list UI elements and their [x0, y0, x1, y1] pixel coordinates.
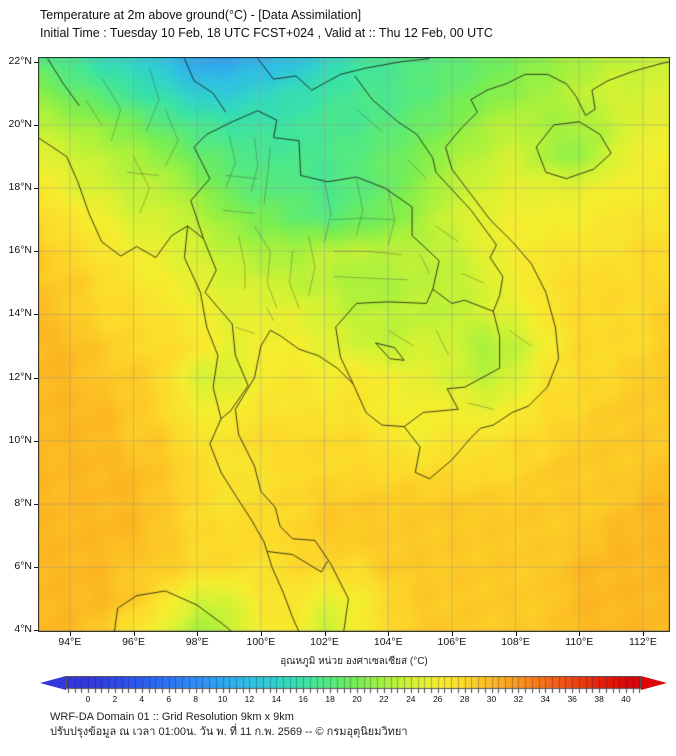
lat-tick-mark — [34, 188, 38, 190]
colorbar-tick-label: 10 — [217, 694, 228, 704]
lat-tick-mark — [34, 377, 38, 379]
lat-tick-mark — [34, 314, 38, 316]
lat-tick-mark — [34, 440, 38, 442]
colorbar-tick-label: 2 — [112, 694, 118, 704]
lat-tick-label: 10°N — [8, 433, 32, 446]
colorbar-tick-label: 22 — [379, 694, 389, 704]
lat-tick-label: 22°N — [8, 54, 32, 67]
colorbar-title: อุณหภูมิ หน่วย องศาเซลเซียส (°C) — [280, 656, 428, 667]
colorbar-max-arrow — [641, 676, 667, 690]
lat-tick-label: 20°N — [8, 117, 32, 130]
map-title: Temperature at 2m above ground(°C) - [Da… — [40, 8, 362, 22]
lon-tick-mark — [642, 632, 644, 636]
lat-tick-label: 4°N — [14, 623, 32, 636]
lat-tick-mark — [34, 567, 38, 569]
lat-tick-mark — [34, 630, 38, 632]
colorbar-tick-label: 24 — [406, 694, 416, 704]
colorbar-min-arrow — [40, 676, 66, 690]
lon-tick-label: 102°E — [310, 636, 339, 648]
lon-tick-mark — [260, 632, 262, 636]
lat-tick-mark — [34, 124, 38, 126]
colorbar-tick-label: 20 — [352, 694, 362, 704]
title-block: Temperature at 2m above ground(°C) - [Da… — [40, 6, 493, 42]
colorbar-tick-label: 16 — [298, 694, 308, 704]
colorbar — [38, 676, 670, 696]
colorbar-tick-label: 38 — [594, 694, 604, 704]
lon-tick-mark — [451, 632, 453, 636]
lon-tick-label: 106°E — [437, 636, 467, 648]
lat-tick-label: 12°N — [8, 370, 32, 383]
colorbar-tick-labels: 0 2 4 6 8 10 12 14 16 18 20 22 24 26 28 30 32 34 36 38 40 — [38, 694, 670, 706]
colorbar-tick-label: 6 — [166, 694, 172, 704]
lat-tick-label: 18°N — [8, 181, 32, 194]
colorbar-gradient-canvas — [66, 676, 641, 694]
footer-domain-info: WRF-DA Domain 01 :: Grid Resolution 9km … — [50, 711, 294, 723]
colorbar-tick-label: 26 — [432, 694, 443, 704]
colorbar-tick-label: 32 — [513, 694, 524, 704]
colorbar-tick-label: 40 — [621, 694, 631, 704]
colorbar-tick-label: 12 — [244, 694, 255, 704]
lon-tick-label: 112°E — [628, 636, 657, 648]
lon-tick-label: 110°E — [565, 636, 594, 648]
lat-tick-mark — [34, 504, 38, 506]
lon-tick-label: 96°E — [122, 636, 145, 648]
colorbar-tick-label: 30 — [486, 694, 497, 704]
colorbar-tick-label: 0 — [85, 694, 91, 704]
lon-tick-mark — [197, 632, 199, 636]
colorbar-tick-label: 14 — [271, 694, 282, 704]
colorbar-tick-label: 8 — [193, 694, 198, 704]
lon-tick-mark — [324, 632, 326, 636]
colorbar-tick-label: 18 — [325, 694, 335, 704]
lon-tick-label: 100°E — [246, 636, 276, 648]
lon-tick-label: 104°E — [373, 636, 403, 648]
lon-tick-label: 98°E — [185, 636, 209, 648]
lon-tick-mark — [388, 632, 390, 636]
footer-update-info: ปรับปรุงข้อมูล ณ เวลา 01:00น. วัน พ. ที่… — [50, 726, 408, 738]
lon-tick-mark — [69, 632, 71, 636]
lon-tick-label: 94°E — [58, 636, 82, 648]
colorbar-tick-label: 34 — [540, 694, 551, 704]
lat-tick-mark — [34, 251, 38, 253]
colorbar-tick-label: 28 — [459, 694, 470, 704]
lon-tick-label: 108°E — [501, 636, 530, 648]
lon-tick-mark — [133, 632, 135, 636]
colorbar-tick-label: 4 — [139, 694, 145, 704]
lat-tick-label: 16°N — [8, 244, 32, 257]
map-subtitle: Initial Time : Tuesday 10 Feb, 18 UTC FC… — [40, 26, 493, 40]
lat-tick-label: 14°N — [8, 307, 32, 320]
footer-block: WRF-DA Domain 01 :: Grid Resolution 9km … — [50, 710, 408, 740]
lat-tick-label: 8°N — [14, 497, 32, 510]
lat-tick-mark — [34, 61, 38, 63]
map-plot — [38, 57, 670, 632]
lat-tick-label: 6°N — [14, 560, 32, 573]
lon-tick-mark — [515, 632, 517, 636]
colorbar-tick-label: 36 — [567, 694, 577, 704]
temperature-heatmap-canvas — [38, 57, 670, 632]
lon-tick-mark — [579, 632, 581, 636]
